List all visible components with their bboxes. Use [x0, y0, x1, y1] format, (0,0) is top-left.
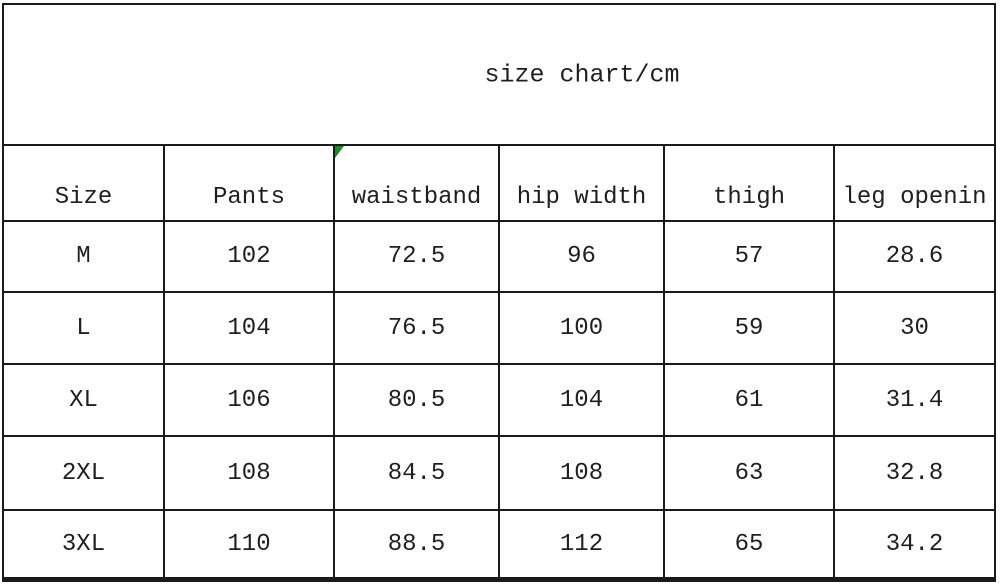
table-row-m: M 102 72.5 96 57 28.6	[4, 222, 994, 293]
data-cell: 110	[165, 511, 335, 577]
data-cell: 65	[665, 511, 835, 577]
table-frame: size chart/cm Size Pants waistband hip w…	[2, 3, 996, 582]
data-cell: 63	[665, 437, 835, 509]
header-cell-leg-opening: leg openin	[842, 184, 987, 211]
data-cell: 80.5	[335, 365, 500, 435]
data-cell: 32.8	[885, 459, 944, 487]
data-cell: 28.6	[885, 243, 944, 270]
data-cell: 104	[500, 365, 665, 435]
data-cell: 102	[165, 222, 335, 291]
data-cell: 112	[500, 511, 665, 577]
data-cell: 108	[165, 437, 335, 509]
title-bar: size chart/cm	[4, 5, 994, 146]
size-cell: XL	[4, 365, 165, 435]
size-cell: 2XL	[4, 437, 165, 509]
header-row: Size Pants waistband hip width thigh leg…	[4, 146, 994, 222]
chart-title: size chart/cm	[484, 60, 680, 90]
table-row-3xl: 3XL 110 88.5 112 65 34.2	[4, 511, 994, 577]
header-cell-waistband: waistband	[335, 146, 500, 220]
data-cell: 88.5	[335, 511, 500, 577]
data-cell: 106	[165, 365, 335, 435]
data-cell: 59	[665, 293, 835, 363]
size-cell: M	[4, 222, 165, 291]
data-cell: 104	[165, 293, 335, 363]
table-row-xl: XL 106 80.5 104 61 31.4	[4, 365, 994, 437]
data-cell: 61	[665, 365, 835, 435]
header-cell-thigh: thigh	[665, 146, 835, 220]
data-cell: 96	[500, 222, 665, 291]
header-cell-label: waistband	[351, 184, 482, 211]
data-cell: 34.2	[885, 530, 944, 558]
data-cell: 108	[500, 437, 665, 509]
header-cell-pants: Pants	[165, 146, 335, 220]
header-cell-hip-width: hip width	[500, 146, 665, 220]
size-cell: 3XL	[4, 511, 165, 577]
size-cell: L	[4, 293, 165, 363]
excel-green-corner-flag-icon	[335, 146, 344, 158]
data-cell: 57	[665, 222, 835, 291]
data-cell: 100	[500, 293, 665, 363]
data-cell: 30	[900, 314, 929, 342]
data-cell: 76.5	[335, 293, 500, 363]
header-cell-size: Size	[4, 146, 165, 220]
data-cell: 72.5	[335, 222, 500, 291]
data-cell: 84.5	[335, 437, 500, 509]
data-cell: 31.4	[885, 386, 944, 414]
table-row-l: L 104 76.5 100 59 30	[4, 293, 994, 365]
table-row-2xl: 2XL 108 84.5 108 63 32.8	[4, 437, 994, 511]
